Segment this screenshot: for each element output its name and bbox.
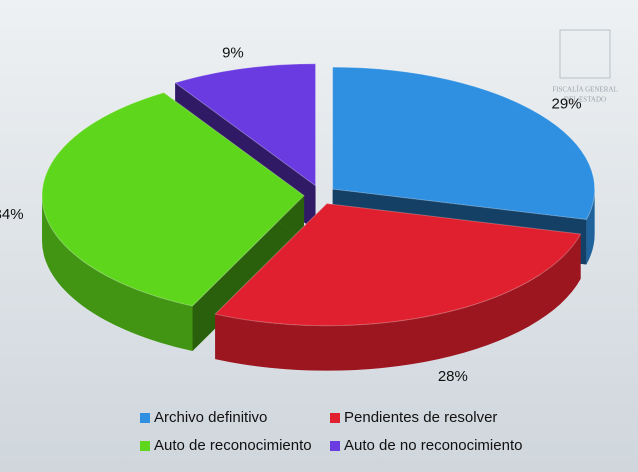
legend-label: Archivo definitivo bbox=[154, 409, 267, 426]
legend-swatch bbox=[330, 441, 340, 451]
watermark: FISCALÍA GENERAL DEL ESTADO bbox=[552, 29, 618, 104]
slice-top bbox=[332, 66, 596, 220]
legend: Archivo definitivo Pendientes de resolver… bbox=[140, 409, 522, 454]
slice-rim-shade bbox=[42, 195, 193, 351]
slice-top bbox=[214, 203, 582, 327]
legend-swatch bbox=[330, 413, 340, 423]
pie: 9% 29% 34% 28% bbox=[0, 44, 596, 385]
data-label: 28% bbox=[438, 368, 468, 385]
slice-top bbox=[174, 63, 317, 187]
legend-swatch bbox=[140, 413, 150, 423]
watermark-text: FISCALÍA GENERAL bbox=[552, 86, 618, 94]
watermark-text: DEL ESTADO bbox=[564, 96, 606, 104]
slice-rim-shade bbox=[586, 189, 595, 265]
slice bbox=[214, 203, 582, 371]
data-label: 29% bbox=[552, 96, 582, 113]
crest bbox=[559, 29, 611, 79]
slice-rim bbox=[586, 189, 595, 265]
legend-label: Pendientes de resolver bbox=[344, 409, 497, 426]
slice-rim bbox=[215, 234, 581, 371]
slice-top bbox=[41, 92, 305, 307]
slice-rim-shade bbox=[215, 234, 581, 371]
legend-swatch bbox=[140, 441, 150, 451]
slice-rim bbox=[42, 195, 193, 351]
legend-label: Auto de reconocimiento bbox=[154, 437, 312, 454]
data-label: 9% bbox=[222, 44, 244, 61]
legend-label: Auto de no reconocimiento bbox=[344, 437, 522, 454]
data-label: 34% bbox=[0, 206, 24, 223]
